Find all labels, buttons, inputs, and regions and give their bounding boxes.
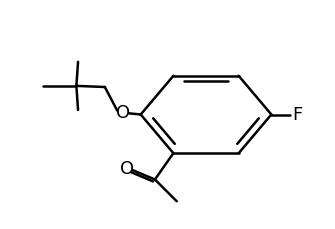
Text: O: O — [120, 160, 134, 178]
Text: O: O — [116, 104, 130, 122]
Text: F: F — [292, 106, 303, 123]
